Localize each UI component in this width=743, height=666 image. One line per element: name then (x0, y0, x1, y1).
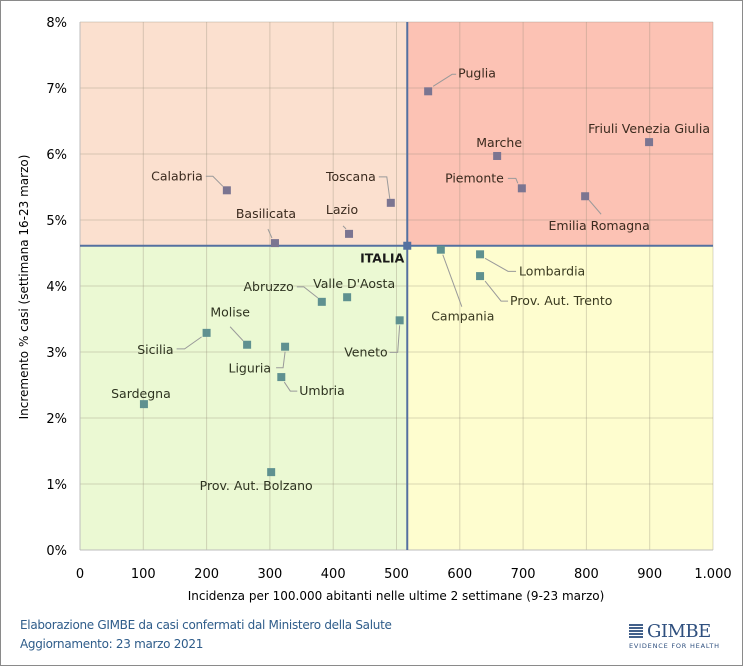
data-point-label: Basilicata (236, 206, 296, 221)
data-point-marker (343, 293, 352, 302)
data-point-marker (139, 400, 148, 409)
leader-line (276, 351, 286, 369)
footer-source: Elaborazione GIMBE da casi confermati da… (20, 618, 392, 632)
data-point-marker (281, 342, 290, 351)
y-tick-label: 3% (46, 346, 67, 361)
leader-line (342, 225, 347, 230)
data-point-label: Prov. Aut. Bolzano (200, 478, 313, 493)
x-tick-label: 1.000 (694, 567, 731, 582)
data-point-marker (424, 87, 433, 96)
data-point-label: Abruzzo (243, 279, 293, 294)
data-point-label: Sicilia (137, 342, 173, 357)
data-point-label: Valle D'Aosta (313, 276, 395, 291)
logo-name: GIMBE (647, 621, 711, 642)
x-axis-title: Incidenza per 100.000 abitanti nelle ult… (188, 589, 605, 603)
data-point-label: Toscana (325, 169, 376, 184)
x-tick-label: 400 (321, 567, 346, 582)
leader-line (484, 257, 517, 272)
data-point-marker (267, 468, 276, 477)
leader-line (296, 286, 319, 299)
data-point-label: Marche (476, 135, 522, 150)
data-point-marker (317, 297, 326, 306)
data-point-marker (386, 198, 395, 207)
leader-line (267, 228, 273, 239)
data-point-label: Sardegna (111, 386, 171, 401)
quadrant-bottom-left (80, 245, 408, 551)
data-point-marker (222, 186, 231, 195)
gimbe-logo: GIMBE EVIDENCE FOR HEALTH (629, 621, 719, 655)
italia-marker (403, 241, 412, 250)
y-tick-label: 0% (46, 544, 67, 559)
y-tick-label: 8% (46, 16, 67, 31)
data-point-marker (345, 229, 354, 238)
data-point-marker (243, 340, 252, 349)
data-point-marker (476, 250, 485, 259)
logo-tagline: EVIDENCE FOR HEALTH (629, 642, 720, 650)
y-axis-title: Incremento % casi (settimana 16-23 marzo… (17, 155, 31, 420)
data-point-marker (476, 272, 485, 281)
footer-updated: Aggiornamento: 23 marzo 2021 (20, 637, 204, 651)
quadrant-top-right (407, 22, 713, 246)
leader-line (484, 280, 509, 302)
y-tick-label: 1% (46, 478, 67, 493)
quadrant-bottom-right (407, 245, 713, 551)
data-point-marker (493, 151, 502, 160)
x-tick-label: 800 (574, 567, 599, 582)
data-point-label: Prov. Aut. Trento (510, 293, 612, 308)
leader-line (229, 326, 244, 342)
x-tick-label: 900 (637, 567, 662, 582)
y-tick-label: 5% (46, 214, 67, 229)
x-tick-label: 100 (131, 567, 156, 582)
quadrant-top-left (80, 22, 408, 246)
data-point-label: Emilia Romagna (549, 218, 650, 233)
data-point-label: Calabria (151, 168, 203, 183)
leader-line (378, 176, 391, 199)
data-point-label: Lazio (326, 202, 358, 217)
leader-line (176, 336, 202, 350)
x-tick-label: 700 (511, 567, 536, 582)
y-tick-label: 4% (46, 280, 67, 295)
leader-line (507, 177, 519, 184)
data-point-label: Umbria (299, 383, 345, 398)
leader-line (432, 73, 457, 87)
leader-line (588, 199, 602, 215)
data-point-marker (517, 184, 526, 193)
data-point-marker (645, 138, 654, 147)
data-point-label: Piemonte (445, 170, 504, 185)
y-tick-label: 2% (46, 412, 67, 427)
data-point-label: Liguria (229, 361, 272, 376)
x-tick-label: 300 (257, 567, 282, 582)
data-point-label: Lombardia (519, 263, 585, 278)
x-tick-label: 200 (194, 567, 219, 582)
data-point-marker (581, 192, 590, 201)
leader-line (389, 325, 401, 353)
data-point-label: Molise (210, 305, 250, 320)
data-point-label: Veneto (344, 344, 387, 359)
leader-line (205, 175, 224, 187)
italia-label: ITALIA (360, 251, 404, 266)
data-point-label: Friuli Venezia Giulia (588, 121, 710, 136)
leader-line (442, 254, 463, 307)
data-point-marker (202, 328, 211, 337)
data-point-label: Campania (431, 309, 494, 324)
data-point-marker (270, 239, 279, 248)
data-point-marker (277, 373, 286, 382)
y-tick-label: 7% (46, 82, 67, 97)
x-tick-label: 600 (447, 567, 472, 582)
y-tick-label: 6% (46, 148, 67, 163)
x-tick-label: 0 (76, 567, 84, 582)
logo-grid-icon (629, 624, 643, 638)
data-point-label: Puglia (458, 65, 496, 80)
data-point-marker (436, 245, 445, 254)
data-point-marker (395, 316, 404, 325)
leader-line (283, 381, 298, 392)
x-tick-label: 500 (384, 567, 409, 582)
